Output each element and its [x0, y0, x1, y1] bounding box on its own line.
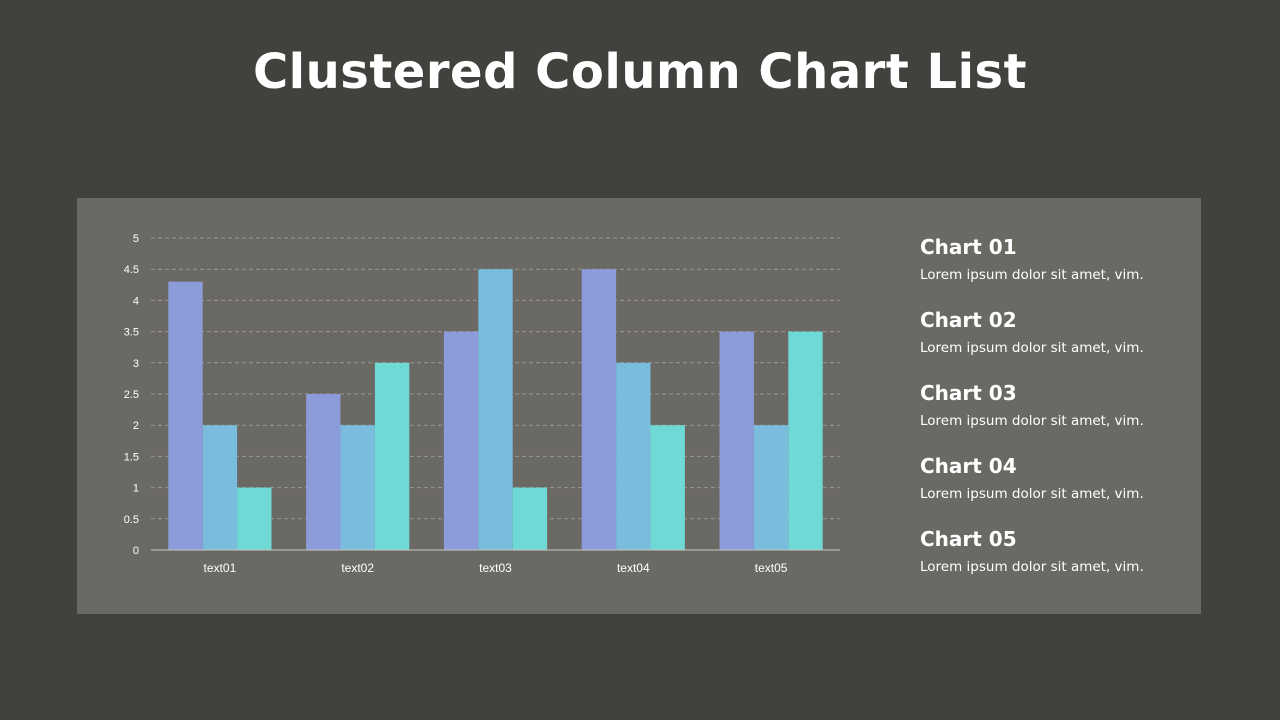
bar	[719, 331, 754, 550]
chart-list: Chart 01 Lorem ipsum dolor sit amet, vim…	[920, 234, 1190, 599]
list-item-title: Chart 01	[920, 235, 1017, 259]
bar	[202, 425, 238, 550]
y-tick-label: 3	[133, 358, 139, 370]
list-item: Chart 01 Lorem ipsum dolor sit amet, vim…	[920, 234, 1190, 307]
content-panel: 0 0.5 1 1.5 2 2.5 3 3.5 4 4.5 5 text01 text02 text03 t…	[77, 198, 1201, 614]
clustered-column-chart: 0 0.5 1 1.5 2 2.5 3 3.5 4 4.5 5 text01 text02 text03 t…	[124, 233, 840, 575]
x-tick-label: text04	[617, 561, 650, 575]
y-tick-label: 5	[133, 233, 139, 245]
list-item-desc: Lorem ipsum dolor sit amet, vim.	[920, 267, 1144, 283]
list-item-title: Chart 05	[920, 527, 1017, 551]
x-tick-label: text02	[341, 561, 374, 575]
list-item: Chart 03 Lorem ipsum dolor sit amet, vim…	[920, 380, 1190, 453]
list-item-desc: Lorem ipsum dolor sit amet, vim.	[920, 559, 1144, 575]
bar	[581, 269, 617, 550]
list-item: Chart 05 Lorem ipsum dolor sit amet, vim…	[920, 526, 1190, 599]
y-tick-label: 0	[133, 545, 139, 557]
list-item-title: Chart 03	[920, 381, 1017, 405]
page-title: Clustered Column Chart List	[252, 44, 1028, 100]
y-tick-label: 3.5	[124, 327, 139, 339]
y-tick-label: 4.5	[124, 264, 139, 276]
bar	[168, 281, 203, 550]
bar	[374, 362, 410, 550]
list-item: Chart 02 Lorem ipsum dolor sit amet, vim…	[920, 307, 1190, 380]
list-item-title: Chart 02	[920, 308, 1017, 332]
bar	[616, 362, 651, 550]
bar	[753, 425, 789, 550]
bar	[443, 331, 479, 550]
x-tick-label: text03	[479, 561, 512, 575]
x-tick-label: text05	[755, 561, 788, 575]
bar	[306, 394, 341, 550]
bar	[478, 269, 513, 550]
y-tick-label: 4	[133, 295, 139, 307]
bar	[650, 425, 685, 550]
list-item-desc: Lorem ipsum dolor sit amet, vim.	[920, 413, 1144, 429]
list-item: Chart 04 Lorem ipsum dolor sit amet, vim…	[920, 453, 1190, 526]
bar	[237, 487, 272, 550]
y-tick-label: 0.5	[124, 514, 139, 526]
list-item-desc: Lorem ipsum dolor sit amet, vim.	[920, 340, 1144, 356]
x-tick-label: text01	[204, 561, 237, 575]
y-tick-label: 1	[133, 483, 139, 495]
bar	[512, 487, 548, 550]
list-item-title: Chart 04	[920, 454, 1017, 478]
y-tick-label: 1.5	[124, 451, 139, 463]
bar	[788, 331, 823, 550]
y-tick-label: 2.5	[124, 389, 139, 401]
list-item-desc: Lorem ipsum dolor sit amet, vim.	[920, 486, 1144, 502]
bar	[340, 425, 375, 550]
y-tick-label: 2	[133, 420, 139, 432]
